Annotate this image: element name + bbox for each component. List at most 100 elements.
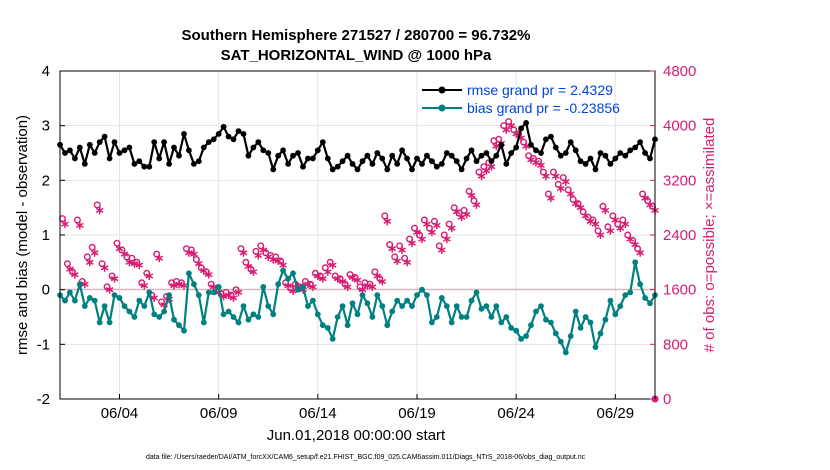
data-point-0: [592, 166, 599, 173]
data-point-1: [230, 314, 237, 320]
data-point-1: [424, 292, 430, 298]
assimilated-obs-marker: [641, 194, 649, 203]
data-point-1: [374, 292, 381, 298]
y2-tick-label: 4800: [663, 63, 696, 80]
assimilated-obs-marker: [467, 191, 476, 200]
assimilated-obs-marker: [309, 282, 317, 291]
data-point-0: [637, 139, 643, 146]
data-point-0: [473, 158, 480, 165]
data-point-1: [647, 300, 653, 307]
data-point-0: [255, 139, 262, 146]
data-point-0: [384, 166, 391, 173]
data-point-1: [552, 330, 559, 337]
data-point-1: [319, 322, 326, 329]
data-point-1: [171, 316, 177, 323]
y2-tick-label: 2400: [663, 227, 696, 244]
y2-axis-label: # of obs: o=possible; ×=assimilated: [701, 118, 718, 353]
assimilated-obs-marker: [581, 211, 590, 220]
data-point-0: [543, 136, 549, 143]
data-point-0: [329, 166, 336, 173]
data-point-0: [399, 147, 405, 154]
data-point-0: [324, 155, 331, 162]
data-point-0: [260, 147, 267, 154]
assimilated-obs-marker: [343, 282, 352, 291]
data-point-0: [443, 150, 450, 156]
data-point-0: [200, 144, 207, 151]
assimilated-obs-marker: [561, 177, 570, 186]
data-point-1: [587, 319, 594, 326]
data-point-0: [349, 161, 356, 167]
data-point-1: [146, 289, 153, 296]
data-point-0: [533, 147, 539, 154]
y-tick-label: 4: [42, 63, 50, 80]
y-tick-label: -1: [37, 336, 50, 353]
assimilated-obs-marker: [442, 235, 451, 244]
data-point-0: [339, 158, 346, 165]
data-point-1: [453, 303, 460, 309]
assimilated-obs-marker: [631, 240, 640, 249]
data-point-0: [389, 152, 396, 159]
data-point-0: [538, 150, 544, 156]
data-point-0: [468, 147, 475, 154]
data-point-0: [374, 150, 381, 156]
data-point-0: [280, 147, 286, 154]
data-point-0: [617, 150, 624, 156]
data-point-0: [166, 161, 173, 167]
assimilated-obs-marker: [393, 257, 402, 265]
data-point-0: [379, 155, 386, 162]
possible-obs-marker: [83, 253, 91, 261]
data-point-0: [498, 141, 505, 148]
data-point-1: [637, 281, 643, 288]
assimilated-obs-marker: [155, 254, 164, 263]
data-point-1: [62, 297, 68, 304]
data-point-1: [176, 322, 182, 329]
data-point-1: [195, 292, 202, 298]
assimilated-obs-marker: [413, 228, 421, 237]
data-point-1: [607, 297, 614, 304]
assimilated-obs-marker: [85, 258, 94, 267]
data-point-1: [384, 322, 391, 329]
data-point-1: [116, 295, 123, 301]
assimilated-obs-marker: [180, 281, 188, 290]
data-point-1: [572, 308, 579, 315]
data-point-1: [349, 300, 356, 307]
data-point-1: [161, 308, 168, 315]
x-tick-label: 06/14: [299, 405, 337, 422]
data-point-0: [265, 150, 272, 156]
assimilated-obs-marker: [269, 255, 278, 264]
data-point-1: [285, 275, 291, 282]
data-point-0: [225, 133, 232, 140]
data-point-0: [141, 163, 148, 170]
data-point-1: [181, 327, 187, 334]
data-point-0: [448, 152, 455, 159]
data-point-0: [627, 147, 634, 154]
assimilated-obs-marker: [368, 282, 377, 291]
data-point-1: [597, 330, 604, 337]
data-point-1: [91, 297, 98, 304]
data-point-1: [409, 303, 415, 309]
data-point-0: [76, 144, 83, 151]
data-point-1: [463, 314, 470, 320]
assimilated-obs-marker: [537, 161, 545, 170]
data-point-0: [305, 155, 311, 162]
data-point-1: [419, 286, 425, 293]
data-point-1: [300, 284, 306, 290]
data-point-1: [295, 286, 301, 293]
data-point-0: [513, 144, 520, 151]
data-point-0: [582, 161, 589, 167]
data-point-1: [67, 289, 73, 296]
assimilated-obs-marker: [551, 172, 560, 181]
data-point-1: [508, 325, 515, 331]
assimilated-obs-marker: [621, 220, 630, 229]
data-point-0: [409, 166, 415, 173]
data-point-1: [379, 303, 386, 309]
legend: rmse grand pr = 2.4329 bias grand pr = -…: [422, 82, 620, 116]
data-point-1: [205, 289, 212, 296]
assimilated-obs-marker: [229, 293, 238, 302]
assimilated-obs-marker: [482, 166, 491, 175]
x-tick-label: 06/29: [597, 405, 635, 422]
assimilated-obs-marker: [90, 248, 99, 257]
assimilated-obs-marker: [264, 252, 273, 261]
data-point-1: [518, 336, 524, 342]
